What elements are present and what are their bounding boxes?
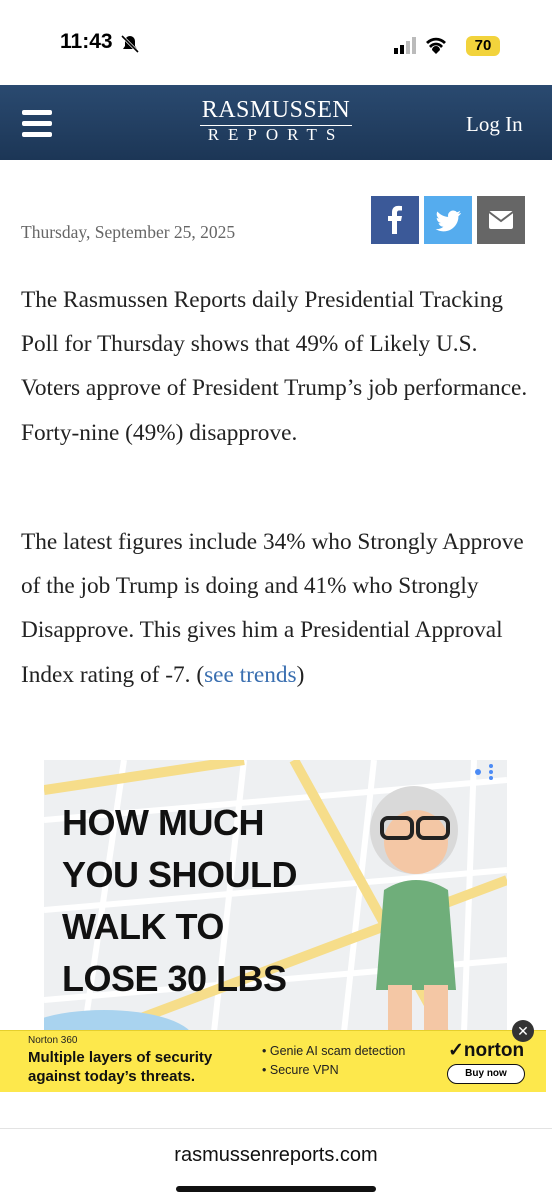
battery: 70 [466, 36, 500, 56]
banner-brand: Norton 360 [28, 1035, 78, 1046]
site-header [0, 85, 552, 160]
logo-top[interactable]: RASMUSSEN [201, 97, 351, 123]
logo-rule [200, 125, 352, 126]
article-date: Thursday, September 25, 2025 [21, 222, 236, 242]
facebook-share[interactable] [371, 196, 419, 244]
paragraph-text: The latest figures include 34% who Stron… [21, 529, 524, 688]
email-share[interactable] [477, 196, 525, 244]
banner-headline: Multiple layers of security against toda… [28, 1049, 213, 1085]
ad-headline: LOSE 30 LBS [62, 958, 287, 999]
home-indicator [176, 1186, 376, 1192]
ad[interactable]: HOW MUCH YOU SHOULD WALK TO LOSE 30 LBS [44, 760, 507, 1032]
silent-icon [120, 34, 140, 54]
paragraph: The latest figures include 34% who Stron… [21, 520, 536, 697]
menu-bar[interactable] [22, 110, 52, 115]
logo-bottom[interactable]: REPORTS [207, 125, 345, 144]
ad-headline: YOU SHOULD [62, 854, 298, 895]
bullet-text: Secure VPN [269, 1063, 339, 1077]
ad-map [44, 760, 507, 1032]
login-link[interactable]: Log In [466, 112, 523, 136]
twitter-share[interactable] [424, 196, 472, 244]
url[interactable]: rasmussenreports.com [174, 1144, 378, 1166]
signal-wifi [394, 37, 446, 54]
clock: 11:43 [60, 30, 113, 53]
trends-link[interactable]: see trends [204, 661, 297, 688]
bullet-text: Genie AI scam detection [269, 1044, 406, 1058]
close-button[interactable]: ✕ [512, 1020, 534, 1042]
logo-text: norton [463, 1040, 525, 1061]
ad-headline: WALK TO [62, 906, 224, 947]
banner-bullet: • Secure VPN [262, 1063, 339, 1077]
buy-button[interactable]: Buy now [447, 1064, 525, 1084]
ad-headline: HOW MUCH [62, 802, 264, 843]
menu-bar[interactable] [22, 132, 52, 137]
paragraph: The Rasmussen Reports daily Presidential… [21, 287, 528, 446]
banner-ad[interactable]: Norton 360 Multiple layers of security a… [0, 1030, 546, 1092]
menu-bar[interactable] [22, 121, 52, 126]
banner-logo: ✓norton [448, 1040, 525, 1061]
paragraph-text: ) [296, 661, 305, 688]
banner-bullet: • Genie AI scam detection [262, 1044, 406, 1058]
status-bar: 11:43 70 [0, 0, 552, 85]
